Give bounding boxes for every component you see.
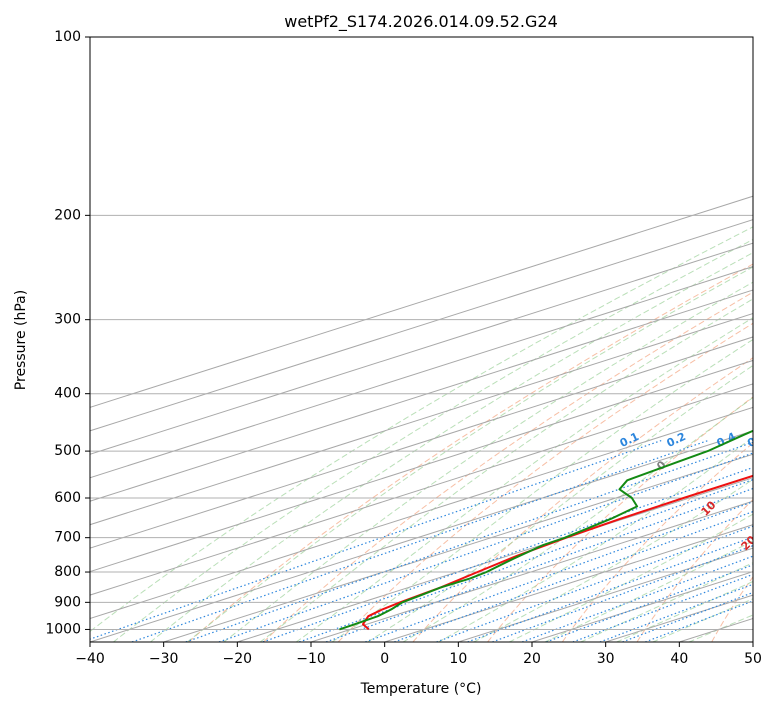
isotherm	[384, 524, 753, 642]
mixing-ratio-line	[622, 591, 753, 642]
isotherm	[90, 383, 753, 596]
y-tick-label: 700	[54, 530, 81, 546]
isotherm	[90, 406, 753, 620]
isotherm	[90, 219, 753, 432]
x-tick-label: 0	[380, 651, 389, 667]
dry-adiabat	[561, 442, 753, 642]
x-tick-label: −30	[149, 651, 179, 667]
moist-adiabat	[508, 513, 753, 642]
mixing-ratio-line	[185, 441, 753, 642]
x-tick-label: −40	[75, 651, 105, 667]
mixing-ratio-line	[218, 452, 753, 642]
plot-frame	[89, 36, 754, 643]
x-tick-label: 50	[744, 651, 762, 667]
x-tick-label: −20	[223, 651, 253, 667]
dry-adiabat	[636, 498, 753, 642]
isotherm	[163, 453, 753, 642]
isotherm	[90, 312, 753, 526]
mixing-ratio-line	[262, 466, 753, 642]
dry-adiabat	[487, 396, 753, 642]
mixing-ratio-line	[572, 573, 753, 642]
moist-adiabat	[112, 238, 753, 642]
isotherm	[90, 336, 753, 549]
dry-adiabat	[263, 291, 753, 642]
x-axis: −40 −30 −20 −10 0 10 20 30 40 50	[75, 642, 762, 667]
mixing-ratio-label: 0.6	[745, 430, 768, 450]
isotherm	[90, 242, 753, 455]
mixing-ratio-line	[131, 440, 708, 642]
y-tick-label: 500	[54, 443, 81, 459]
profile-series	[339, 429, 753, 631]
y-tick-label: 600	[54, 490, 81, 506]
isotherm	[90, 289, 753, 502]
y-axis: 100 200 300 400 500 600 700 800 900 1000	[45, 29, 90, 637]
x-axis-label: Temperature (°C)	[360, 681, 482, 697]
chart-title: wetPf2_S174.2026.014.09.52.G24	[284, 12, 558, 32]
dewpoint-profile-line	[339, 429, 753, 631]
isotherm	[90, 430, 753, 642]
moist-adiabat	[259, 298, 753, 642]
x-tick-label: −10	[296, 651, 326, 667]
x-tick-label: 40	[670, 651, 688, 667]
moist-adiabat	[579, 562, 753, 642]
pressure-gridlines	[90, 37, 753, 630]
mixing-ratio-line	[599, 583, 753, 642]
y-tick-label: 900	[54, 594, 81, 610]
y-tick-label: 800	[54, 564, 81, 580]
y-tick-label: 100	[54, 29, 81, 45]
moist-adiabat	[367, 364, 753, 642]
mixing-ratio-line	[325, 487, 753, 642]
plot-background	[90, 37, 753, 642]
isotherm	[310, 500, 753, 642]
mixing-ratio-line	[644, 600, 753, 642]
x-tick-label: 10	[449, 651, 467, 667]
y-tick-label: 200	[54, 207, 81, 223]
mixing-ratio-line	[436, 525, 753, 642]
moist-adiabat	[186, 266, 753, 642]
y-tick-label: 1000	[45, 621, 81, 637]
y-tick-label: 400	[54, 386, 81, 402]
x-tick-label: 30	[597, 651, 615, 667]
isotherm	[90, 266, 753, 479]
moist-adiabat	[331, 338, 753, 642]
y-axis-label: Pressure (hPa)	[13, 290, 29, 390]
isotherm	[90, 359, 753, 573]
moist-adiabat	[615, 580, 753, 642]
x-tick-label: 20	[523, 651, 541, 667]
moist-adiabat	[437, 436, 753, 642]
moist-adiabat	[90, 226, 753, 633]
dry-adiabat	[188, 263, 753, 642]
moist-adiabat	[473, 478, 753, 642]
isotherm	[90, 195, 753, 408]
y-tick-label: 300	[54, 312, 81, 328]
dry-adiabat	[337, 322, 753, 642]
background-lines	[90, 195, 753, 642]
